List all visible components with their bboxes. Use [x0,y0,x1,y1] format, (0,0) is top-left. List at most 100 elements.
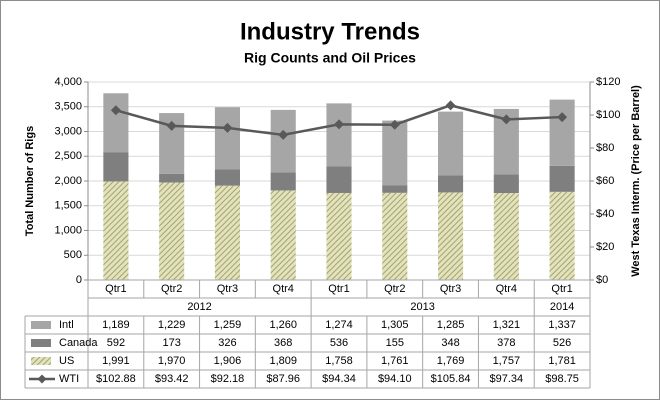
table-value: 1,305 [381,319,409,331]
table-value: 155 [386,337,404,349]
table-value: 378 [497,337,515,349]
x-tick-label: Qtr1 [551,283,572,295]
bar [103,181,129,280]
line-marker [334,119,344,130]
bar [438,192,464,280]
table-value: $87.96 [266,373,300,385]
y-tick-label: 3,500 [54,101,82,113]
bar [214,169,240,186]
x-tick-label: Qtr3 [440,283,461,295]
table-value: $92.18 [211,373,245,385]
bar [438,111,464,176]
line-marker [389,119,400,130]
y2-axis-title: West Texas Interm. (Price per Barrel) [630,85,642,277]
bar [326,103,352,167]
table-value: 1,321 [493,319,521,331]
y2-tick-label: $80 [596,142,614,154]
table-value: 1,285 [437,319,465,331]
bar [549,165,575,192]
y-tick-label: 1,000 [54,224,82,236]
x-tick-label: Qtr4 [273,283,294,295]
table-value: 1,757 [493,355,521,367]
y-tick-label: 500 [64,249,82,261]
legend-swatch [37,374,47,384]
table-value: 536 [330,337,348,349]
y-tick-label: 3,000 [54,125,82,137]
legend-swatch [31,321,51,329]
table-value: $94.34 [322,373,356,385]
bar [382,120,408,186]
table-value: 326 [218,337,236,349]
table-value: $93.42 [155,373,189,385]
y2-tick-label: $60 [596,175,614,187]
bar [493,174,519,194]
table-value: 1,259 [214,319,242,331]
bar [270,172,296,191]
x-group-label: 2014 [550,301,574,313]
legend-label: Intl [59,319,74,331]
y2-tick-label: $40 [596,208,614,220]
table-value: 592 [107,337,125,349]
table-value: 1,189 [102,319,130,331]
bar [549,99,575,166]
x-tick-label: Qtr3 [217,283,238,295]
bar [382,192,408,280]
line-marker [557,112,568,123]
bar [103,93,129,153]
table-value: 348 [441,337,459,349]
table-value: 1,758 [325,355,353,367]
table-value: 1,260 [269,319,297,331]
table-value: $98.75 [545,373,579,385]
table-value: 1,781 [548,355,576,367]
table-value: 1,906 [214,355,242,367]
legend-label: US [59,355,74,367]
table-value: 1,809 [269,355,297,367]
y-axis-title: Total Number of Rigs [24,126,36,236]
chart-subtitle: Rig Counts and Oil Prices [244,50,416,66]
x-tick-label: Qtr4 [496,283,517,295]
y2-tick-label: $100 [596,109,620,121]
y2-tick-label: $0 [596,274,608,286]
y-tick-label: 2,500 [54,150,82,162]
bar [326,192,352,280]
chart-title: Industry Trends [240,18,420,45]
y2-tick-label: $20 [596,241,614,253]
legend-swatch [31,339,51,347]
y-tick-label: 4,000 [54,76,82,88]
table-value: 1,991 [102,355,130,367]
table-value: $94.10 [378,373,412,385]
x-tick-label: Qtr2 [384,283,405,295]
table-value: 173 [162,337,180,349]
x-tick-label: Qtr1 [105,283,126,295]
line-marker [445,100,456,111]
legend-label: WTI [59,373,79,385]
bar [103,152,129,182]
bar [159,182,185,280]
line-marker [501,114,512,125]
x-group-label: 2013 [410,301,434,313]
y2-tick-label: $120 [596,76,620,88]
bar [214,185,240,280]
bar [549,191,575,280]
line-marker [110,105,121,116]
legend-swatch [31,357,51,365]
bar [270,109,296,173]
table-value: 1,761 [381,355,409,367]
legend-label: Canada [59,337,98,349]
x-tick-label: Qtr1 [328,283,349,295]
table-value: $102.88 [96,373,136,385]
table-value: 1,229 [158,319,186,331]
table-value: 526 [553,337,571,349]
table-value: 1,274 [325,319,353,331]
table-value: 368 [274,337,292,349]
table-value: $105.84 [431,373,471,385]
y-tick-label: 1,500 [54,200,82,212]
bar [326,166,352,193]
bar [214,107,240,170]
bar [270,190,296,280]
bar [159,173,185,183]
line-marker [166,120,177,131]
line-marker [222,122,233,133]
table-value: 1,769 [437,355,465,367]
